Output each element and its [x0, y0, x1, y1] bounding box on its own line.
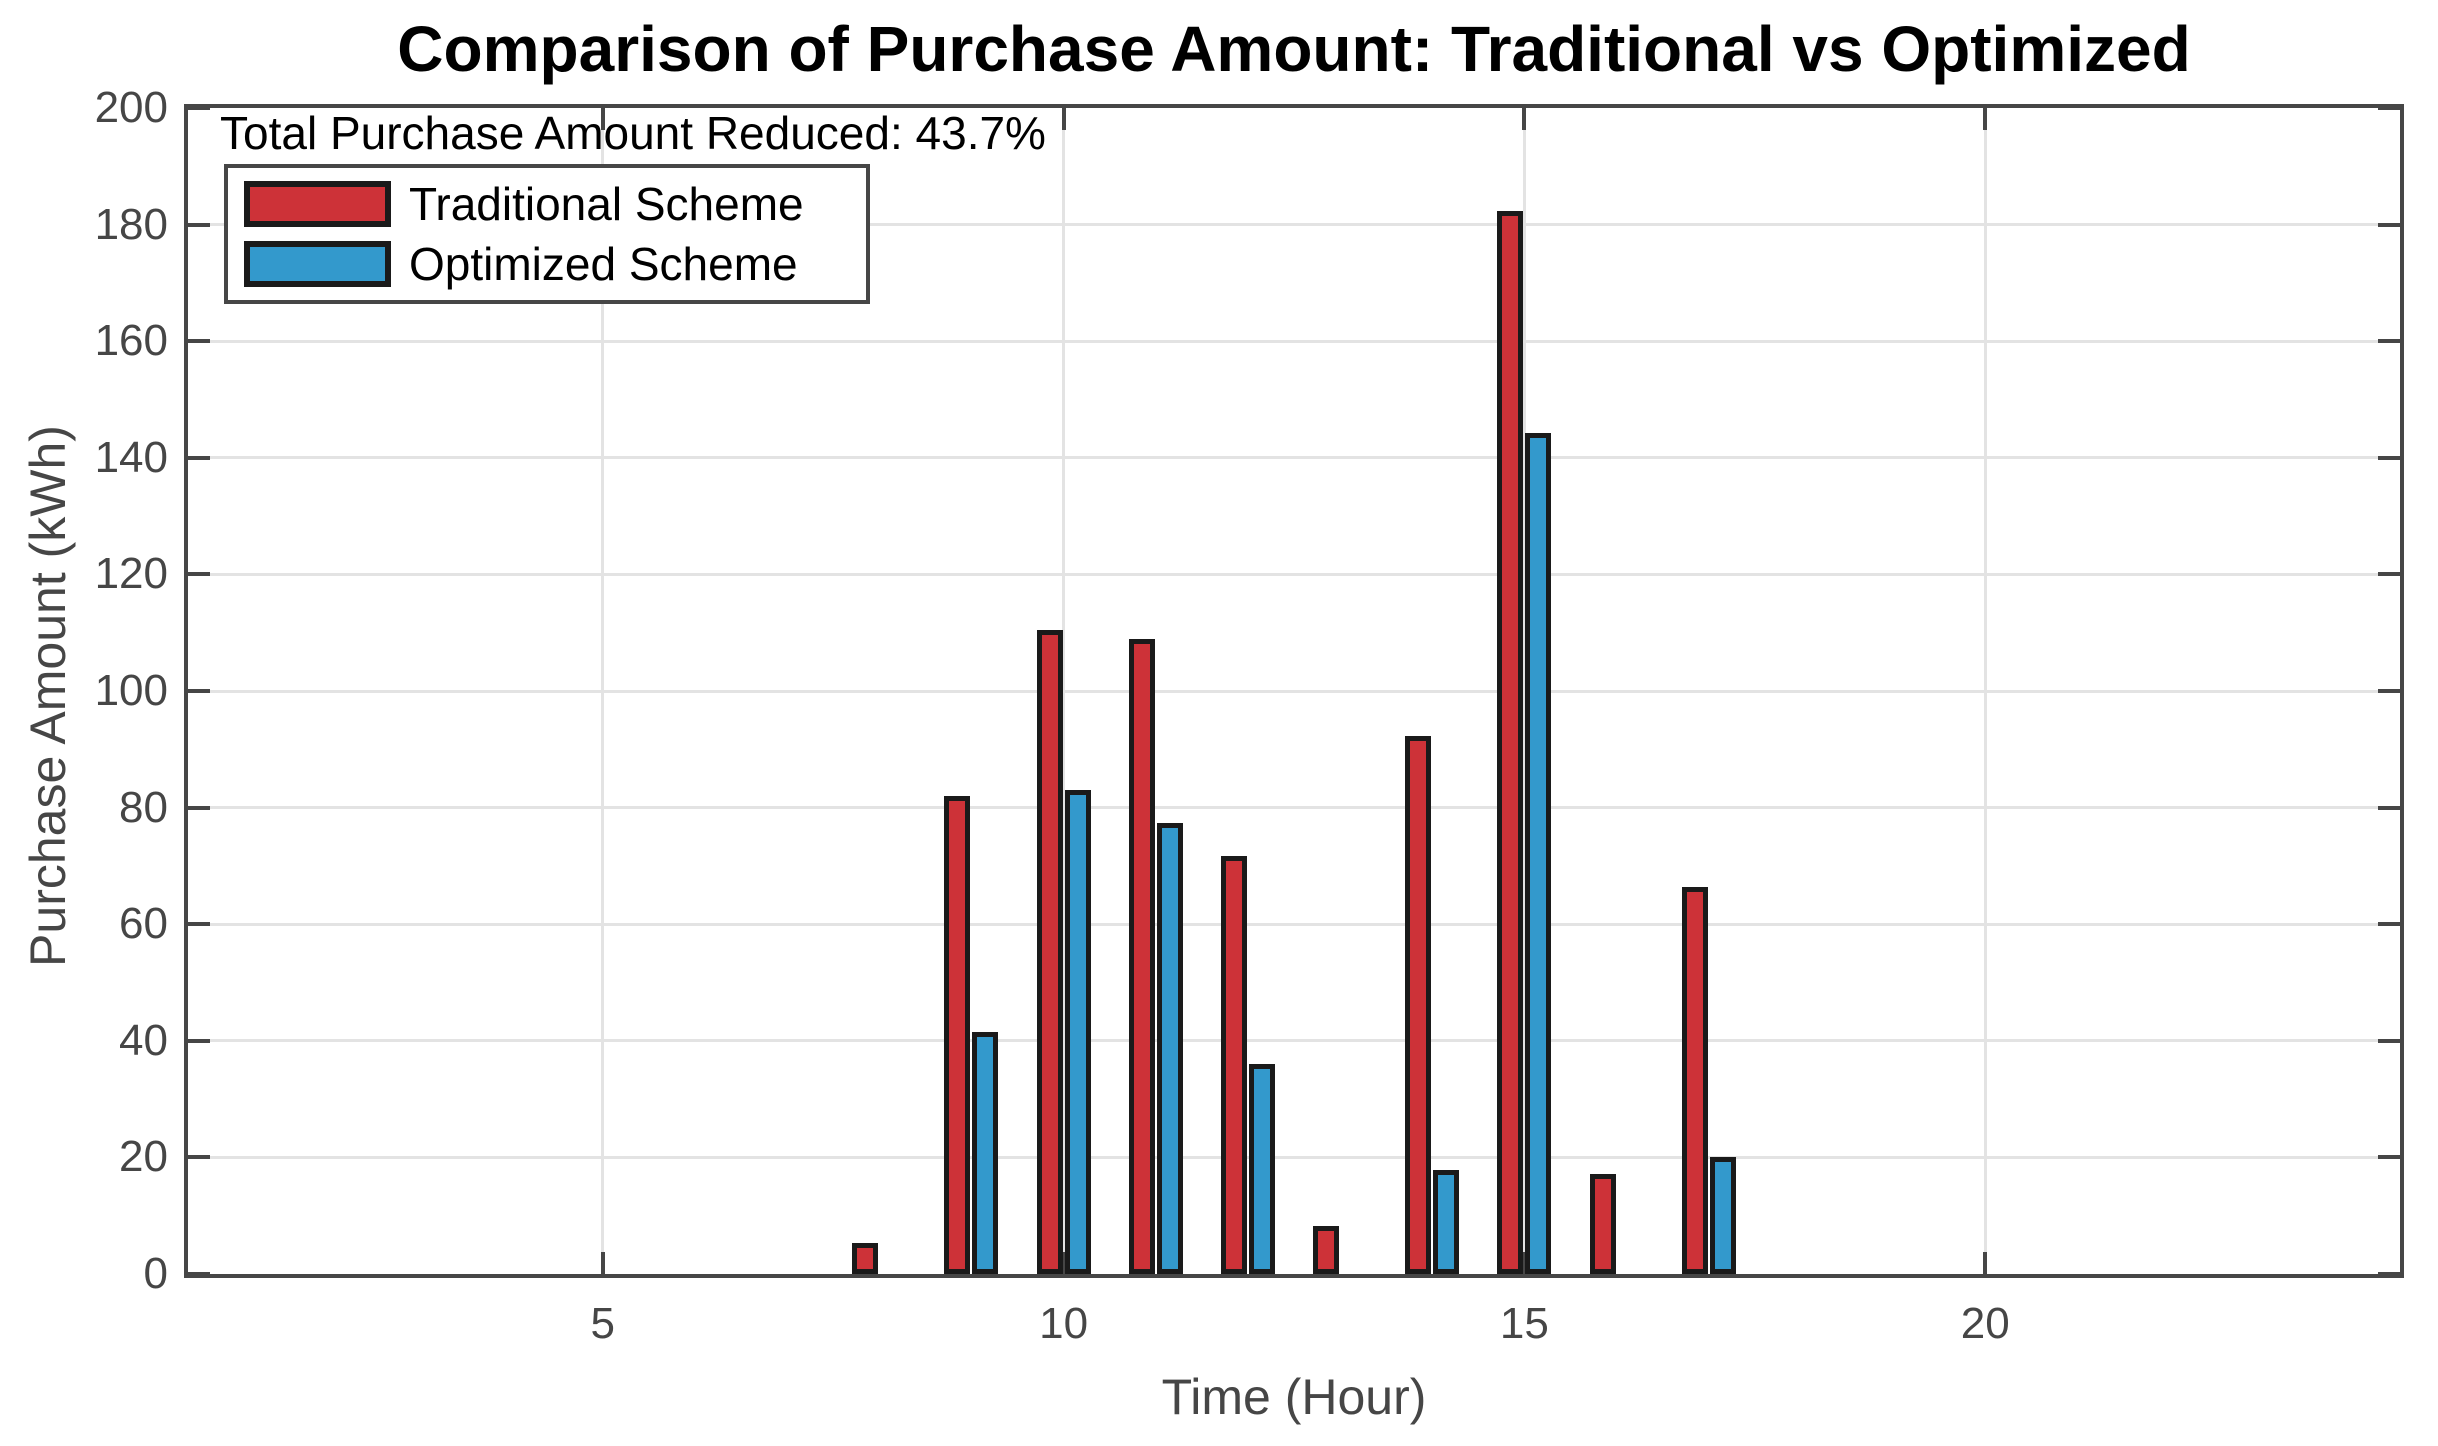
bar-optimized-h11 — [1156, 823, 1183, 1274]
tick-top — [1522, 108, 1527, 130]
y-tick-label: 120 — [94, 549, 168, 599]
bar-optimized-h10 — [1064, 790, 1091, 1274]
y-tick-label: 160 — [94, 316, 168, 366]
tick-right — [2378, 455, 2400, 460]
bar-traditional-h14 — [1405, 735, 1432, 1274]
y-tick-label: 20 — [119, 1132, 168, 1182]
legend-entry-optimized: Optimized Scheme — [244, 237, 866, 291]
tick-left — [188, 689, 210, 693]
legend-entry-traditional: Traditional Scheme — [244, 177, 866, 231]
tick-bottom — [1061, 1252, 1066, 1274]
x-tick-label: 5 — [590, 1299, 615, 1348]
legend-swatch-traditional — [244, 181, 391, 228]
tick-right — [2378, 922, 2400, 927]
tick-right — [2378, 1038, 2400, 1043]
y-tick-label: 100 — [94, 666, 168, 715]
bar-traditional-h12 — [1220, 855, 1247, 1274]
y-tick-label: 0 — [143, 1249, 168, 1298]
y-tick-label: 40 — [119, 1015, 168, 1065]
y-gridline — [188, 456, 2400, 460]
tick-left — [188, 1155, 210, 1160]
legend-label-traditional: Traditional Scheme — [409, 178, 804, 231]
y-tick-label: 60 — [119, 899, 168, 949]
tick-left — [188, 222, 210, 227]
tick-top — [1061, 108, 1066, 130]
tick-right — [2378, 106, 2400, 110]
tick-right — [2378, 805, 2400, 810]
y-tick-label: 180 — [94, 199, 168, 249]
legend: Traditional Scheme Optimized Scheme — [224, 164, 870, 304]
bar-traditional-h15 — [1497, 211, 1524, 1274]
bar-optimized-h15 — [1525, 432, 1552, 1274]
y-tick-label: 80 — [119, 782, 168, 832]
y-gridline — [188, 806, 2400, 810]
plot-area — [184, 104, 2404, 1278]
bar-traditional-h8 — [852, 1243, 879, 1274]
tick-right — [2378, 572, 2400, 577]
bar-optimized-h12 — [1248, 1064, 1275, 1274]
tick-right — [2378, 339, 2400, 344]
tick-left — [188, 805, 210, 810]
y-gridline — [188, 1155, 2400, 1159]
bar-traditional-h17 — [1681, 886, 1708, 1274]
bar-traditional-h10 — [1036, 629, 1063, 1274]
legend-label-optimized: Optimized Scheme — [409, 237, 798, 290]
tick-left — [188, 1038, 210, 1043]
bar-traditional-h13 — [1313, 1225, 1340, 1274]
y-tick-label: 200 — [94, 83, 168, 132]
x-tick-label: 15 — [1499, 1299, 1549, 1348]
tick-bottom — [1983, 1252, 1988, 1274]
y-tick-label: 140 — [94, 432, 168, 482]
bar-optimized-h14 — [1433, 1169, 1460, 1274]
tick-left — [188, 1272, 210, 1276]
y-gridline — [188, 223, 2400, 227]
tick-right — [2378, 222, 2400, 227]
tick-left — [188, 922, 210, 927]
tick-right — [2378, 1155, 2400, 1160]
x-tick-label: 20 — [1960, 1299, 2010, 1348]
tick-left — [188, 106, 210, 110]
reduction-annotation: Total Purchase Amount Reduced: 43.7% — [220, 107, 1046, 159]
bar-traditional-h11 — [1128, 638, 1155, 1274]
x-tick-label: 10 — [1039, 1299, 1089, 1348]
tick-bottom — [600, 1252, 605, 1274]
tick-top — [1983, 108, 1988, 130]
bar-optimized-h9 — [972, 1032, 999, 1274]
tick-left — [188, 455, 210, 460]
x-gridline — [1983, 108, 1987, 1274]
y-gridline — [188, 339, 2400, 343]
x-gridline — [601, 108, 605, 1274]
y-gridline — [188, 922, 2400, 926]
bar-optimized-h17 — [1709, 1157, 1736, 1274]
tick-left — [188, 572, 210, 577]
bar-traditional-h9 — [944, 795, 971, 1274]
tick-top — [600, 108, 605, 130]
y-gridline — [188, 572, 2400, 576]
x-gridline — [1522, 108, 1526, 1274]
x-gridline — [1062, 108, 1066, 1274]
legend-swatch-optimized — [244, 240, 391, 287]
chart-title: Comparison of Purchase Amount: Tradition… — [397, 13, 2191, 85]
tick-right — [2378, 689, 2400, 693]
tick-right — [2378, 1272, 2400, 1276]
bar-traditional-h16 — [1589, 1173, 1616, 1274]
y-gridline — [188, 1039, 2400, 1043]
y-gridline — [188, 689, 2400, 693]
tick-bottom — [1522, 1252, 1527, 1274]
x-axis-label: Time (Hour) — [1161, 1369, 1427, 1425]
tick-left — [188, 339, 210, 344]
